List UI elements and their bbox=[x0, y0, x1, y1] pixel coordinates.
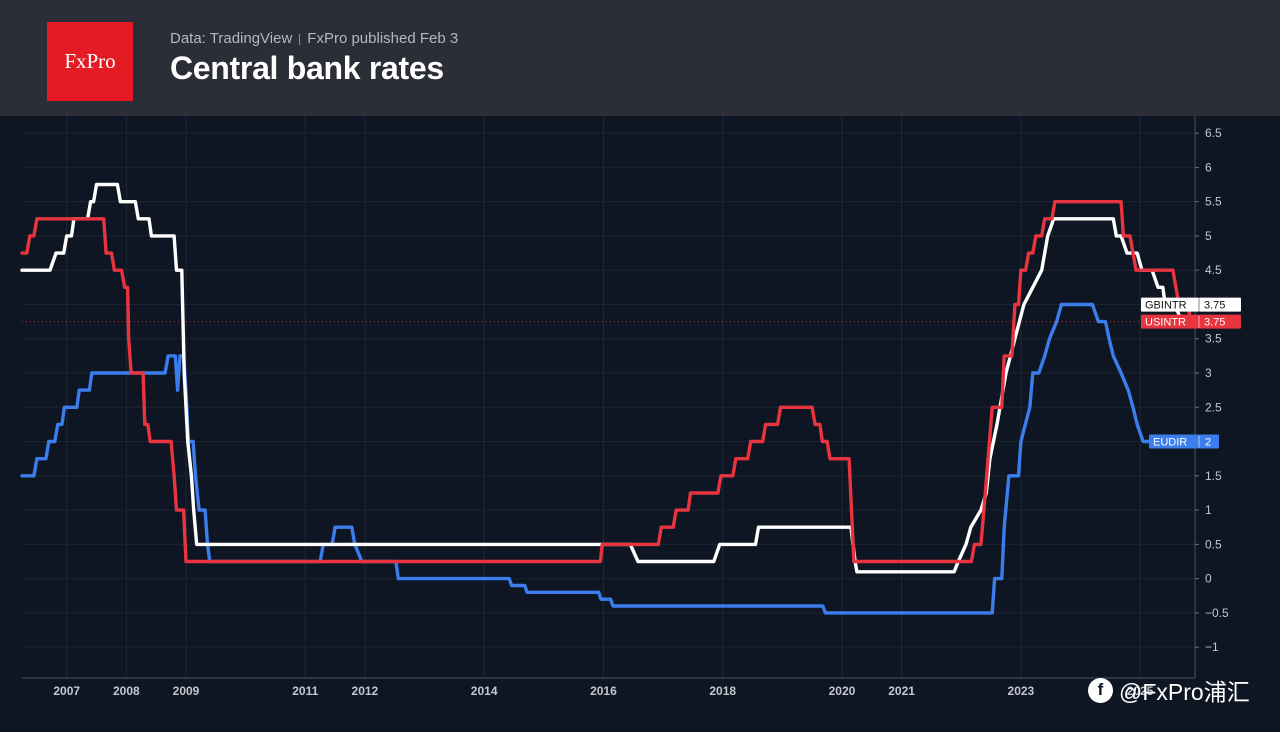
x-tick-label: 2021 bbox=[888, 684, 915, 698]
header-bar: FxPro Data: TradingView FxPro published F… bbox=[0, 0, 1280, 116]
x-tick-label: 2020 bbox=[829, 684, 856, 698]
y-tick-label: 6.5 bbox=[1205, 126, 1222, 140]
fxpro-logo: FxPro bbox=[47, 22, 133, 101]
y-tick-label: 1 bbox=[1205, 503, 1212, 517]
x-tick-label: 2011 bbox=[292, 684, 318, 698]
tag-value-box bbox=[1199, 434, 1219, 449]
data-source: Data: TradingView bbox=[170, 30, 293, 47]
tag-name-box bbox=[1149, 434, 1199, 449]
series-line-usintr bbox=[20, 200, 1195, 564]
y-tick-label: 4.5 bbox=[1205, 263, 1222, 277]
y-tick-label: −1 bbox=[1205, 640, 1219, 654]
watermark: f @FxPro浦汇 bbox=[1088, 673, 1250, 707]
series-tag-value: 3.75 bbox=[1204, 300, 1225, 312]
rates-chart: 6.565.554.543.532.521.510.50−0.5−1200720… bbox=[20, 116, 1241, 698]
chart-title: Central bank rates bbox=[170, 50, 444, 86]
fxpro-circle-icon: f bbox=[1088, 677, 1113, 703]
x-tick-label: 2008 bbox=[113, 684, 140, 698]
series-line-eudir bbox=[20, 302, 1177, 615]
series-tag-usintr: USINTR 3.75 bbox=[1141, 314, 1241, 329]
tag-value-box bbox=[1199, 297, 1241, 312]
tag-name-box bbox=[1141, 314, 1199, 329]
y-tick-label: 5.5 bbox=[1205, 195, 1222, 209]
tag-name-box bbox=[1141, 297, 1199, 312]
x-tick-label: 2007 bbox=[53, 684, 80, 698]
series-tag-value: 3.75 bbox=[1204, 317, 1225, 329]
y-tick-label: 1.5 bbox=[1205, 469, 1222, 483]
tag-value-box bbox=[1199, 314, 1241, 329]
x-tick-label: 2025 bbox=[1127, 684, 1154, 698]
x-tick-label: 2023 bbox=[1008, 684, 1035, 698]
y-tick-label: 0.5 bbox=[1205, 537, 1222, 551]
y-tick-label: 2.5 bbox=[1205, 400, 1222, 414]
series-tag-label: GBINTR bbox=[1145, 300, 1187, 312]
y-tick-label: 0 bbox=[1205, 572, 1212, 586]
series-tag-value: 2 bbox=[1205, 437, 1211, 449]
separator bbox=[299, 33, 301, 45]
x-tick-label: 2009 bbox=[173, 684, 200, 698]
y-tick-label: 5 bbox=[1205, 229, 1212, 243]
series-tag-gbintr: GBINTR 3.75 bbox=[1141, 297, 1241, 312]
series-tag-label: USINTR bbox=[1145, 317, 1186, 329]
series-tag-label: EUDIR bbox=[1153, 437, 1187, 449]
series-tag-eudir: EUDIR 2 bbox=[1149, 434, 1219, 449]
watermark-text: @FxPro浦汇 bbox=[1119, 679, 1250, 705]
y-tick-label: 6 bbox=[1205, 160, 1212, 174]
series-line-gbintr bbox=[20, 182, 1187, 574]
y-tick-label: 3.5 bbox=[1205, 332, 1222, 346]
chart-source-line: Data: TradingView FxPro published Feb 3 bbox=[170, 30, 458, 47]
publish-info: FxPro published Feb 3 bbox=[307, 30, 459, 47]
x-tick-label: 2016 bbox=[590, 684, 617, 698]
x-tick-label: 2012 bbox=[352, 684, 379, 698]
y-tick-label: 3 bbox=[1205, 366, 1212, 380]
y-tick-label: −0.5 bbox=[1205, 606, 1229, 620]
x-tick-label: 2018 bbox=[709, 684, 736, 698]
x-tick-label: 2014 bbox=[471, 684, 498, 698]
